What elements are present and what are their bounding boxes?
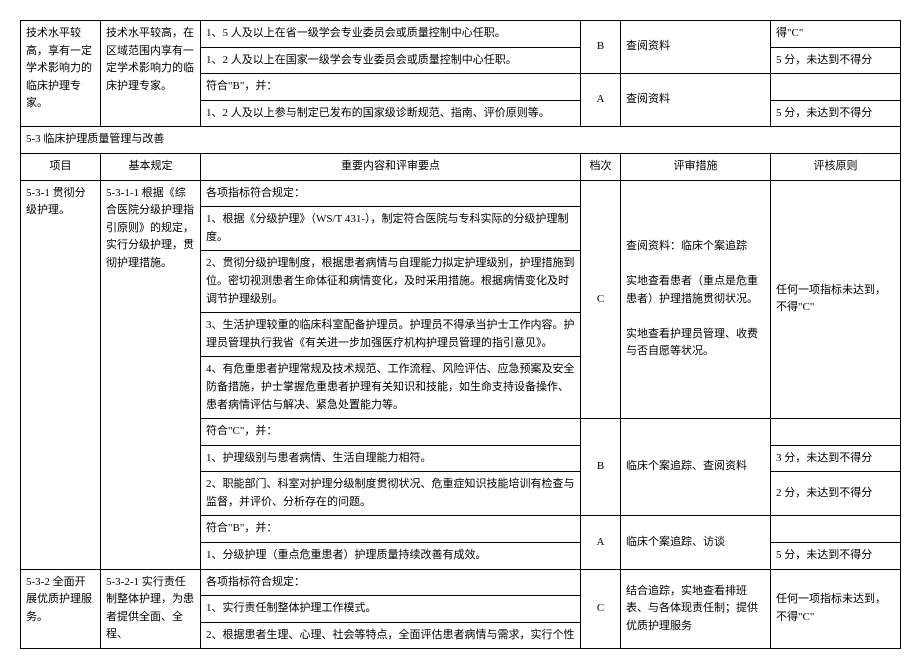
table-row: 5-3-2 全面开展优质护理服务。 5-3-2-1 实行责任制整体护理，为患者提… bbox=[21, 569, 901, 596]
cell-content: 1、实行责任制整体护理工作模式。 bbox=[201, 596, 581, 623]
cell-content: 符合"B"，并： bbox=[201, 516, 581, 543]
cell-content: 1、根据《分级护理》（WS/T 431-），制定符合医院与专科实际的分级护理制度… bbox=[201, 207, 581, 251]
project-cell: 5-3-1 贯彻分级护理。 bbox=[21, 180, 101, 569]
col-header: 基本规定 bbox=[101, 153, 201, 180]
cell-grade: C bbox=[581, 569, 621, 649]
cell-grade: B bbox=[581, 419, 621, 516]
cell-content: 3、生活护理较重的临床科室配备护理员。护理员不得承当护士工作内容。护理员管理执行… bbox=[201, 313, 581, 357]
standard-cell: 5-3-2-1 实行责任制整体护理，为患者提供全面、全程、 bbox=[101, 569, 201, 649]
cell-principle bbox=[771, 516, 901, 543]
cell-check: 查阅资料 bbox=[621, 74, 771, 127]
cell-content: 2、根据患者生理、心理、社会等特点，全面评估患者病情与需求，实行个性 bbox=[201, 622, 581, 649]
col-header: 项目 bbox=[21, 153, 101, 180]
cell-content: 1、2 人及以上在国家一级学会专业委员会或质量控制中心任职。 bbox=[201, 47, 581, 74]
cell-check: 结合追踪，实地查看排班表、与各体现责任制；提供优质护理服务 bbox=[621, 569, 771, 649]
cell-principle bbox=[771, 74, 901, 101]
project-cell: 5-3-2 全面开展优质护理服务。 bbox=[21, 569, 101, 649]
cell-content: 2、贯彻分级护理制度，根据患者病情与自理能力拟定护理级别，护理措施到位。密切视测… bbox=[201, 251, 581, 313]
cell-content: 1、2 人及以上参与制定已发布的国家级诊断规范、指南、评价原则等。 bbox=[201, 100, 581, 127]
cell-content: 4、有危重患者护理常规及技术规范、工作流程、风险评估、应急预案及安全防备措施，护… bbox=[201, 357, 581, 419]
cell-content: 1、分级护理（重点危重患者）护理质量持续改善有成效。 bbox=[201, 543, 581, 570]
column-header-row: 项目 基本规定 重要内容和评审要点 档次 评审措施 评核原则 bbox=[21, 153, 901, 180]
cell-content: 各项指标符合规定： bbox=[201, 180, 581, 207]
cell-principle: 任何一项指标未达到，不得"C" bbox=[771, 569, 901, 649]
cell-tech-level-region: 技术水平较高，在区域范围内享有一定学术影响力的临床护理专家。 bbox=[101, 21, 201, 127]
cell-content: 1、5 人及以上在省一级学会专业委员会或质量控制中心任职。 bbox=[201, 21, 581, 48]
col-header: 重要内容和评审要点 bbox=[201, 153, 581, 180]
cell-principle: 5 分，未达到不得分 bbox=[771, 100, 901, 127]
cell-check: 临床个案追踪、访谈 bbox=[621, 516, 771, 569]
section-title: 5-3 临床护理质量管理与改善 bbox=[21, 127, 901, 154]
cell-tech-level: 技术水平较高，享有一定学术影响力的临床护理专家。 bbox=[21, 21, 101, 127]
cell-principle: 得"C" bbox=[771, 21, 901, 48]
cell-check: 查阅资料 bbox=[621, 21, 771, 74]
table-row: 技术水平较高，享有一定学术影响力的临床护理专家。 技术水平较高，在区域范围内享有… bbox=[21, 21, 901, 48]
cell-principle: 5 分，未达到不得分 bbox=[771, 47, 901, 74]
cell-grade: A bbox=[581, 74, 621, 127]
col-header: 档次 bbox=[581, 153, 621, 180]
col-header: 评审措施 bbox=[621, 153, 771, 180]
cell-principle: 3 分，未达到不得分 bbox=[771, 445, 901, 472]
cell-check: 查阅资料：临床个案追踪 实地查看患者（重点是危重患者）护理措施贯彻状况。 实地查… bbox=[621, 180, 771, 419]
main-table: 技术水平较高，享有一定学术影响力的临床护理专家。 技术水平较高，在区域范围内享有… bbox=[20, 20, 901, 649]
cell-content: 1、护理级别与患者病情、生活自理能力相符。 bbox=[201, 445, 581, 472]
table-row: 5-3-1 贯彻分级护理。 5-3-1-1 根据《综合医院分级护理指引原则》的规… bbox=[21, 180, 901, 207]
section-header-row: 5-3 临床护理质量管理与改善 bbox=[21, 127, 901, 154]
cell-check: 临床个案追踪、查阅资料 bbox=[621, 419, 771, 516]
cell-principle bbox=[771, 419, 901, 446]
cell-content: 2、职能部门、科室对护理分级制度贯彻状况、危重症知识技能培训有检查与监督，并评价… bbox=[201, 472, 581, 516]
cell-grade: B bbox=[581, 21, 621, 74]
cell-principle: 任何一项指标未达到，不得"C" bbox=[771, 180, 901, 419]
cell-content: 各项指标符合规定： bbox=[201, 569, 581, 596]
col-header: 评核原则 bbox=[771, 153, 901, 180]
standard-cell: 5-3-1-1 根据《综合医院分级护理指引原则》的规定，实行分级护理，贯彻护理措… bbox=[101, 180, 201, 569]
cell-principle: 2 分，未达到不得分 bbox=[771, 472, 901, 516]
cell-content: 符合"C"，并： bbox=[201, 419, 581, 446]
cell-principle: 5 分，未达到不得分 bbox=[771, 543, 901, 570]
cell-grade: C bbox=[581, 180, 621, 419]
cell-grade: A bbox=[581, 516, 621, 569]
cell-content: 符合"B"，并： bbox=[201, 74, 581, 101]
